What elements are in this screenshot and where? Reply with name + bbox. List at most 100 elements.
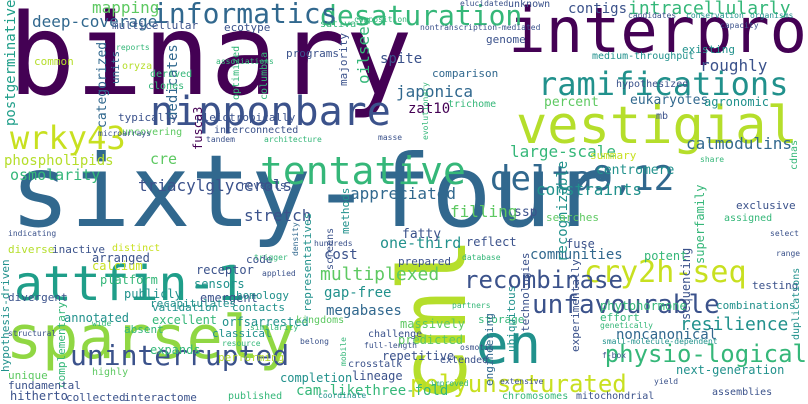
word: contigs [568, 1, 628, 17]
word: annotated [64, 311, 130, 325]
word: indicating [8, 229, 57, 238]
word: range [776, 249, 801, 258]
word: mapping [92, 0, 160, 17]
word: fundamental [8, 379, 81, 392]
word: trichome [448, 99, 497, 110]
word: effort [600, 311, 640, 324]
word: cam-like [296, 383, 364, 399]
word: receptor [196, 263, 254, 277]
word: sixty-four [10, 133, 613, 250]
word: mobile [339, 337, 348, 366]
word: attfin-1 [14, 256, 246, 312]
word: uncovering [122, 127, 183, 138]
word: organisms [750, 11, 794, 20]
word: recombinase [464, 266, 623, 294]
word: crosstalk [348, 359, 403, 370]
word: majority [337, 33, 350, 86]
word: testing [752, 279, 799, 292]
word: highly [92, 367, 129, 378]
word: summary [590, 149, 637, 162]
word: interactome [124, 391, 197, 404]
word: extensive [500, 377, 544, 386]
word: improved [430, 379, 469, 388]
word: hundreds [314, 239, 353, 248]
word: common [34, 55, 74, 68]
word: delta9,12 [490, 159, 675, 199]
word: sativa [320, 19, 357, 30]
word: emergent [200, 291, 258, 305]
word: comparison [432, 67, 499, 80]
word: constraints [536, 180, 642, 199]
word: orfsarrested [222, 315, 309, 329]
word: microarrays [98, 129, 151, 138]
word: vestigial [516, 96, 798, 156]
word: triacylglycerols [138, 176, 293, 195]
word: tandem [206, 135, 235, 144]
word: japonica [396, 82, 474, 101]
word: resource [222, 339, 261, 348]
word: phospholipids [4, 153, 114, 169]
word: inactive [52, 243, 105, 256]
word: large-scale [510, 142, 616, 161]
word: oryza [122, 61, 153, 72]
word: reports [116, 43, 150, 52]
word: reflect [466, 235, 517, 249]
word: megabases [326, 303, 402, 319]
word: multicellular [112, 19, 199, 32]
word: belong [300, 337, 329, 346]
word: collected [66, 391, 126, 404]
word: ssp [514, 205, 538, 220]
word: lineage [352, 369, 403, 383]
word: wide [92, 319, 112, 328]
word: prepared [398, 255, 451, 268]
word: elucidated [460, 0, 509, 8]
word: hypothesis-driven [0, 259, 12, 372]
word: fuse [566, 237, 595, 251]
word: communities [530, 247, 623, 263]
word: resilience [680, 314, 789, 335]
word: structural [8, 329, 57, 338]
word: storage [478, 313, 525, 326]
word: small-molecule-dependent [602, 337, 718, 346]
word: mitochondrial [576, 391, 655, 402]
word: select [770, 229, 799, 238]
word: agronomic [704, 95, 770, 109]
word: genetically [600, 321, 653, 330]
word: one-third [380, 234, 462, 252]
word: screens [325, 227, 336, 270]
word: performing [218, 351, 285, 364]
word: calcium [92, 259, 143, 273]
word: nontranscription-mediated [420, 23, 541, 32]
word: evolutionary [421, 82, 430, 140]
word: absent [124, 323, 164, 336]
word: expands [150, 343, 201, 357]
word: hypothesized [616, 79, 689, 90]
word: methods [339, 187, 352, 234]
word: derived [150, 69, 193, 80]
word: en [476, 313, 542, 376]
word: predicted [398, 333, 464, 347]
word: phytohormone [600, 299, 687, 313]
word: cre [150, 150, 178, 168]
word: combinations [716, 299, 796, 312]
word: composition [354, 15, 407, 24]
word: informatics [152, 0, 338, 30]
word: roughly [700, 56, 768, 75]
word: zat10 [408, 101, 451, 117]
word: candidates [628, 11, 677, 20]
word: cost [324, 247, 358, 263]
word: chromosomes [502, 391, 569, 402]
word: pleiotropically [196, 111, 296, 124]
word: cdnas [789, 139, 800, 170]
word: uninterrupted [70, 339, 290, 372]
word: sensors [194, 277, 245, 291]
word: percent [544, 95, 599, 110]
word: database [462, 253, 501, 262]
word: completion [280, 371, 353, 385]
word: full-length [364, 341, 417, 350]
word: challenge [368, 329, 423, 340]
word: binary [8, 0, 413, 121]
word: centromere [596, 163, 675, 178]
word: categorized [95, 41, 110, 128]
